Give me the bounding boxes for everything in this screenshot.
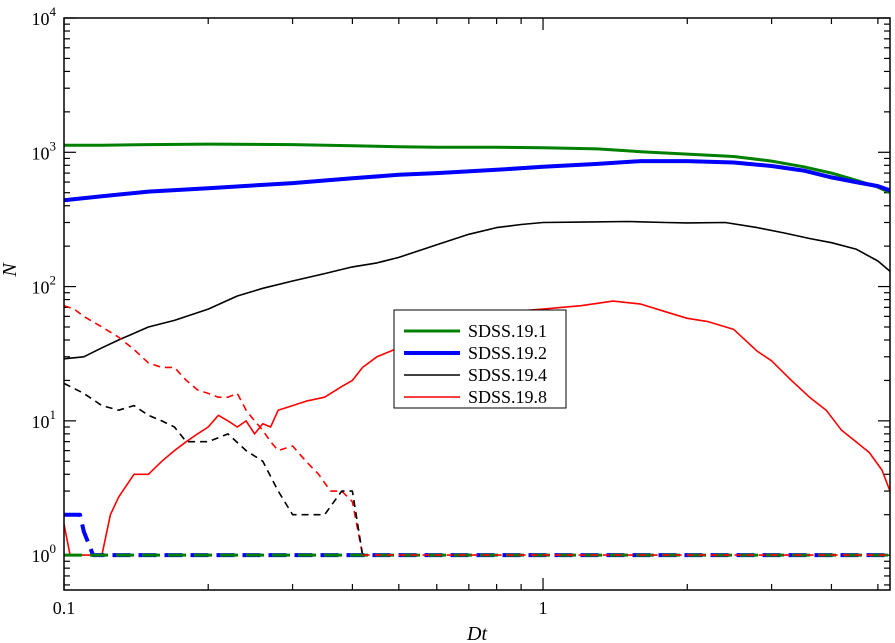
legend-label-1: SDSS.19.2 <box>468 343 547 363</box>
series-line-3 <box>63 300 891 556</box>
legend-label-0: SDSS.19.1 <box>468 321 547 341</box>
y-tick-label: 100 <box>32 541 57 566</box>
series-line-0 <box>64 142 891 195</box>
series-line-2 <box>63 220 891 360</box>
x-axis-label: Dt <box>466 623 487 643</box>
y-tick-label: 102 <box>32 273 57 298</box>
legend-label-2: SDSS.19.4 <box>468 365 547 385</box>
legend-label-3: SDSS.19.8 <box>468 387 547 407</box>
axis-labels: Dt N <box>0 262 487 643</box>
y-axis-label: N <box>0 262 21 278</box>
y-tick-label: 103 <box>32 138 57 163</box>
x-tick-label: 1 <box>539 598 548 618</box>
series-layer <box>63 142 891 558</box>
y-tick-label: 104 <box>32 4 57 29</box>
series-line-5 <box>63 382 364 556</box>
legend-box <box>393 309 567 409</box>
series-line-1 <box>63 159 891 203</box>
series-line-4 <box>63 304 364 556</box>
y-tick-label: 101 <box>32 407 57 432</box>
ticks-layer: 0.1 1 100 101 102 103 104 <box>32 4 890 618</box>
plot-frame <box>63 17 891 591</box>
x-tick-label: 0.1 <box>53 598 76 618</box>
